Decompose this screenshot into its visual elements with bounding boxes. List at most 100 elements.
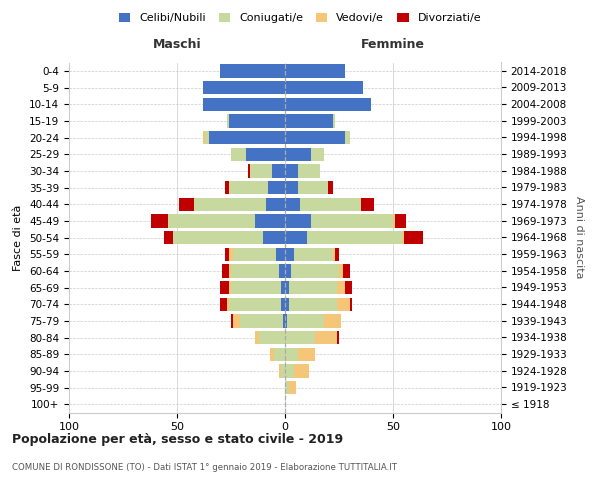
Text: Maschi: Maschi xyxy=(152,38,202,51)
Bar xyxy=(285,198,300,211)
Bar xyxy=(285,298,289,311)
Bar xyxy=(350,298,352,311)
Bar xyxy=(209,131,285,144)
Bar xyxy=(164,231,173,244)
Bar xyxy=(223,264,229,278)
Bar xyxy=(224,181,229,194)
Bar xyxy=(285,131,346,144)
Bar xyxy=(285,248,293,261)
Bar xyxy=(285,264,292,278)
Bar xyxy=(203,131,205,144)
Bar xyxy=(255,214,285,228)
Bar xyxy=(194,198,266,211)
Bar xyxy=(281,298,285,311)
Bar xyxy=(278,264,285,278)
Bar xyxy=(231,148,246,161)
Bar xyxy=(233,248,277,261)
Bar xyxy=(401,231,404,244)
Bar xyxy=(285,164,298,177)
Bar xyxy=(285,314,287,328)
Bar xyxy=(289,281,337,294)
Bar xyxy=(287,314,324,328)
Bar xyxy=(311,214,393,228)
Bar xyxy=(300,198,361,211)
Bar xyxy=(283,314,285,328)
Bar xyxy=(224,248,229,261)
Bar xyxy=(307,231,401,244)
Bar xyxy=(274,348,285,361)
Bar xyxy=(324,314,341,328)
Bar xyxy=(298,348,315,361)
Bar xyxy=(229,264,231,278)
Bar xyxy=(250,164,272,177)
Bar xyxy=(337,281,346,294)
Bar xyxy=(255,331,259,344)
Bar xyxy=(227,114,229,128)
Bar xyxy=(169,214,255,228)
Bar xyxy=(203,81,285,94)
Bar xyxy=(239,314,283,328)
Bar xyxy=(393,214,395,228)
Bar xyxy=(337,331,339,344)
Bar xyxy=(285,348,298,361)
Bar xyxy=(298,181,328,194)
Bar xyxy=(293,248,332,261)
Text: Femmine: Femmine xyxy=(361,38,425,51)
Bar xyxy=(220,281,229,294)
Bar xyxy=(285,214,311,228)
Bar xyxy=(278,364,281,378)
Bar xyxy=(266,198,285,211)
Bar xyxy=(285,281,289,294)
Bar xyxy=(229,281,231,294)
Bar xyxy=(404,231,423,244)
Bar xyxy=(259,331,285,344)
Bar xyxy=(248,164,250,177)
Bar xyxy=(231,264,278,278)
Bar xyxy=(285,98,371,111)
Bar xyxy=(337,298,350,311)
Bar xyxy=(268,181,285,194)
Bar xyxy=(332,248,335,261)
Bar xyxy=(315,331,337,344)
Bar xyxy=(231,281,281,294)
Text: Popolazione per età, sesso e stato civile - 2019: Popolazione per età, sesso e stato civil… xyxy=(12,432,343,446)
Bar xyxy=(203,98,285,111)
Bar xyxy=(285,331,315,344)
Bar xyxy=(229,248,233,261)
Bar xyxy=(263,231,285,244)
Bar xyxy=(151,214,169,228)
Bar xyxy=(293,364,309,378)
Bar xyxy=(229,114,285,128)
Bar xyxy=(395,214,406,228)
Bar xyxy=(289,381,296,394)
Bar xyxy=(332,114,335,128)
Bar xyxy=(231,314,233,328)
Bar xyxy=(285,148,311,161)
Bar xyxy=(277,248,285,261)
Bar xyxy=(285,364,293,378)
Bar xyxy=(339,264,343,278)
Bar xyxy=(285,181,298,194)
Bar xyxy=(335,248,339,261)
Bar xyxy=(229,181,268,194)
Bar xyxy=(328,181,332,194)
Y-axis label: Anni di nascita: Anni di nascita xyxy=(574,196,584,278)
Bar xyxy=(285,114,332,128)
Bar xyxy=(285,381,289,394)
Bar xyxy=(298,164,320,177)
Bar xyxy=(246,148,285,161)
Bar xyxy=(220,298,227,311)
Bar xyxy=(285,81,363,94)
Bar xyxy=(227,298,229,311)
Bar xyxy=(220,64,285,78)
Bar xyxy=(229,298,281,311)
Bar xyxy=(281,281,285,294)
Bar xyxy=(179,198,194,211)
Bar xyxy=(311,148,324,161)
Bar xyxy=(270,348,274,361)
Bar xyxy=(285,64,346,78)
Bar xyxy=(292,264,339,278)
Bar xyxy=(281,364,285,378)
Bar xyxy=(205,131,209,144)
Bar xyxy=(173,231,263,244)
